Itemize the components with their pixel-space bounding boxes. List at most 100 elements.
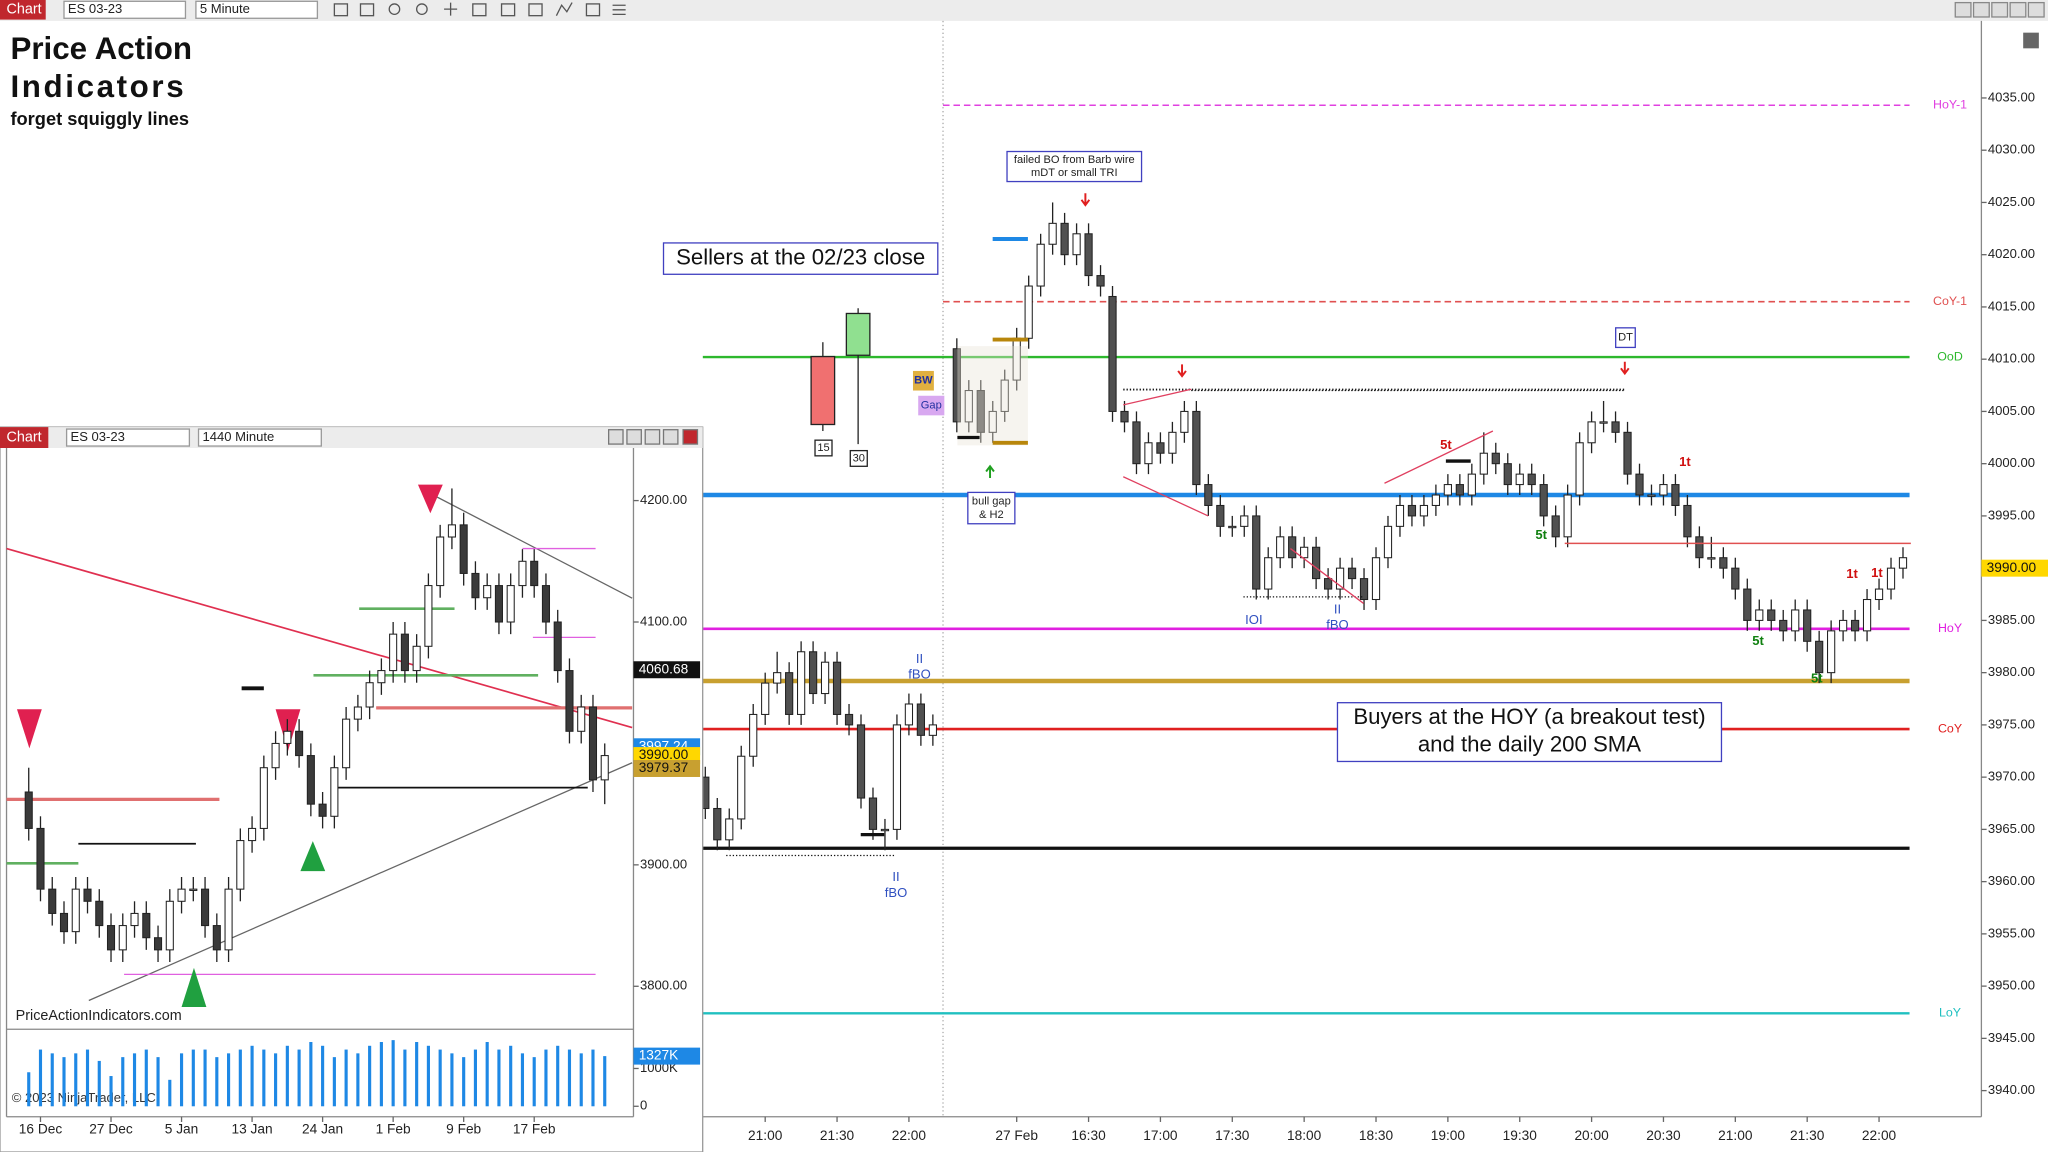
- candle-body: [494, 585, 503, 623]
- candle-body: [1803, 609, 1812, 642]
- icon[interactable]: [585, 3, 601, 17]
- candle-body: [1216, 504, 1225, 527]
- volume-bar: [85, 1049, 90, 1107]
- interval-select[interactable]: [195, 0, 319, 19]
- candle-body: [1539, 484, 1548, 517]
- price-tag: [1981, 559, 2048, 577]
- volume-bar: [74, 1053, 78, 1107]
- candle-body: [1886, 567, 1896, 590]
- inset-window-buttons: [607, 429, 699, 445]
- candle-body: [1419, 504, 1429, 517]
- candle-body: [106, 925, 116, 951]
- price-tag-label: 3979.37: [639, 760, 689, 775]
- note-box: [967, 491, 1016, 525]
- x-tick-label: 18:30: [1359, 1128, 1394, 1143]
- candle-body: [892, 724, 902, 830]
- symbol-select[interactable]: [63, 0, 187, 19]
- candle-body: [1731, 567, 1740, 590]
- volume-bar: [344, 1049, 348, 1107]
- icon[interactable]: [555, 2, 573, 16]
- candle-body: [1276, 536, 1285, 559]
- signal-labels: IOI II fBO II fBO II fBO 5t 5t 5t 5t 1t …: [885, 437, 1884, 900]
- candle-body: [1671, 484, 1680, 506]
- candle-body: [1072, 233, 1081, 256]
- candle-body: [844, 713, 854, 726]
- chart-tab[interactable]: [0, 0, 46, 20]
- inset-symbol-select[interactable]: [65, 428, 191, 447]
- volume-bar: [403, 1049, 407, 1107]
- note: DT: [1618, 332, 1633, 344]
- brand-line2: Indicators: [10, 69, 186, 104]
- candle-body: [988, 410, 997, 433]
- tab-label: Chart: [7, 2, 42, 18]
- win-btn[interactable]: [662, 429, 679, 445]
- y-tick-label: 4015.00: [1988, 298, 2035, 313]
- candle-body: [1779, 619, 1788, 632]
- wedge: [1290, 430, 1494, 604]
- win-btn[interactable]: [626, 429, 642, 445]
- candle-body: [1623, 431, 1632, 475]
- brand-tagline: forget squiggly lines: [10, 108, 189, 129]
- icon[interactable]: [612, 4, 626, 16]
- icon[interactable]: [359, 3, 375, 17]
- candle-body: [36, 827, 45, 890]
- icon[interactable]: [444, 2, 458, 16]
- candle-body: [600, 755, 609, 781]
- candle-body: [1228, 525, 1237, 529]
- candle-body: [1743, 588, 1752, 621]
- candle-body: [318, 803, 327, 817]
- close-btn[interactable]: [682, 429, 699, 445]
- htf-label: 15: [817, 442, 829, 454]
- candle-body: [1647, 494, 1656, 497]
- price-tag: [633, 747, 701, 765]
- callout: and the daily 200 SMA: [1418, 732, 1641, 757]
- candle-body: [1096, 275, 1105, 287]
- icon[interactable]: [333, 3, 349, 17]
- volume-bar: [274, 1053, 278, 1107]
- win-btn[interactable]: [2027, 1, 2045, 18]
- inset-tab[interactable]: [0, 427, 49, 448]
- win-btn[interactable]: [1991, 1, 2009, 18]
- icon[interactable]: [500, 3, 516, 17]
- candle-body: [553, 621, 562, 672]
- candle-body: [1791, 609, 1800, 632]
- icon[interactable]: [528, 3, 543, 17]
- candle-body: [1108, 295, 1117, 412]
- candle-body: [1838, 619, 1848, 632]
- icon[interactable]: [416, 3, 428, 16]
- candle-body: [702, 776, 710, 810]
- arrow-down: [1620, 361, 1630, 376]
- candle-body: [1120, 410, 1129, 423]
- volume-bar: [485, 1042, 489, 1107]
- win-btn[interactable]: [1954, 1, 1972, 18]
- candle-body: [130, 912, 139, 927]
- axis-button[interactable]: [2023, 32, 2039, 49]
- win-btn[interactable]: [607, 429, 624, 445]
- interval: 5 Minute: [200, 1, 250, 16]
- candle-body: [1611, 421, 1620, 433]
- candle-body: [424, 585, 433, 647]
- candle-body: [1036, 243, 1045, 287]
- y-tick-label: 4025.00: [1988, 194, 2035, 209]
- volume-bar: [379, 1042, 383, 1107]
- inset-symbol: ES 03-23: [71, 429, 125, 444]
- win-btn[interactable]: [2009, 1, 2027, 18]
- icon[interactable]: [388, 3, 401, 16]
- win-btn[interactable]: [644, 429, 661, 445]
- tag: BW: [914, 375, 933, 387]
- candle-body: [713, 807, 722, 841]
- copyright: © 2023 NinjaTrader, LLC: [12, 1090, 156, 1105]
- volume-bar: [144, 1049, 148, 1107]
- win-btn[interactable]: [1972, 1, 1990, 18]
- candle-body: [1132, 421, 1141, 465]
- y-tick-label: 3955.00: [1988, 925, 2035, 940]
- note: bull gap: [972, 495, 1011, 507]
- candle-body: [1000, 379, 1009, 412]
- arrow-down: [1177, 364, 1187, 378]
- volume-bar: [462, 1057, 466, 1107]
- volume-bar: [62, 1057, 66, 1107]
- x-tick-label: 27 Dec: [89, 1121, 133, 1136]
- icon[interactable]: [472, 3, 487, 17]
- inset-interval-select[interactable]: [197, 428, 322, 447]
- candle-body: [59, 912, 69, 933]
